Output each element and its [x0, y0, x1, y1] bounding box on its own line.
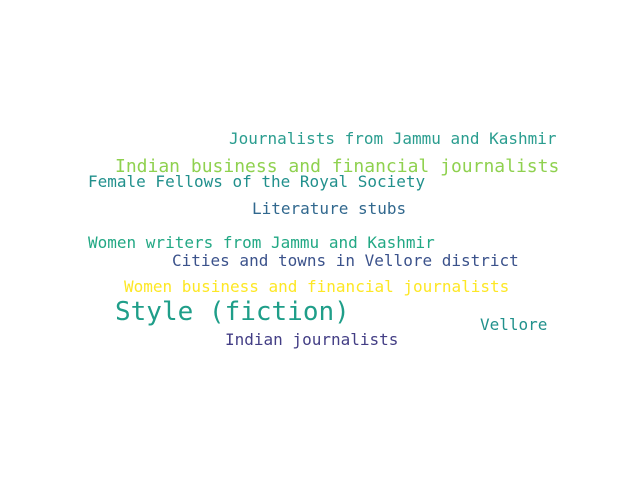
word-women-writers-from-jammu-and-kashmir: Women writers from Jammu and Kashmir	[88, 233, 435, 252]
word-indian-business-and-financial-journalists: Indian business and financial journalist…	[115, 156, 560, 177]
word-cities-and-towns-in-vellore-district: Cities and towns in Vellore district	[172, 251, 519, 270]
word-female-fellows-of-the-royal-society: Female Fellows of the Royal Society	[88, 172, 426, 191]
word-indian-journalists: Indian journalists	[225, 330, 399, 349]
word-women-business-and-financial-journalists: Women business and financial journalists	[124, 277, 510, 296]
word-style-fiction: Style (fiction)	[115, 297, 350, 327]
word-journalists-from-jammu-and-kashmir: Journalists from Jammu and Kashmir	[229, 129, 557, 148]
word-literature-stubs: Literature stubs	[252, 199, 407, 218]
word-vellore: Vellore	[480, 315, 548, 334]
